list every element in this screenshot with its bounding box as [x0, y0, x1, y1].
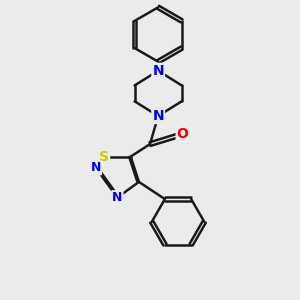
Text: S: S — [99, 150, 109, 164]
Text: N: N — [112, 191, 123, 204]
Text: N: N — [152, 64, 164, 78]
Text: N: N — [152, 109, 164, 123]
Text: O: O — [177, 127, 189, 141]
Text: N: N — [91, 161, 101, 174]
